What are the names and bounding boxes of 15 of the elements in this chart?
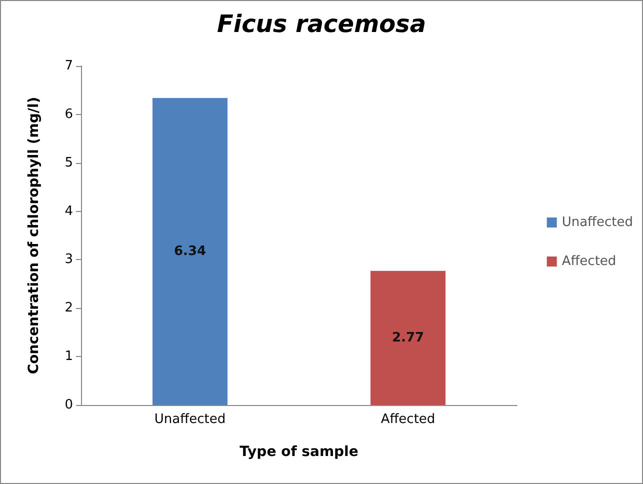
y-tick-label: 7 [64,58,73,74]
y-tick-label: 1 [64,349,73,364]
y-axis-title: Concentration of chlorophyll (mg/l) [26,96,42,374]
y-tick-label: 2 [64,300,73,316]
data-label: 2.77 [392,330,424,346]
y-tick-label: 5 [64,155,73,170]
chart-title: Ficus racemosa [216,10,426,38]
y-tick-label: 6 [64,106,73,122]
legend-label: Affected [562,254,616,269]
x-axis-title: Type of sample [240,444,358,460]
y-tick-label: 0 [64,398,73,412]
data-label: 6.34 [174,244,206,259]
legend-label: Unaffected [562,215,633,230]
y-tick-label: 3 [64,252,73,268]
y-tick-label: 4 [64,204,73,219]
